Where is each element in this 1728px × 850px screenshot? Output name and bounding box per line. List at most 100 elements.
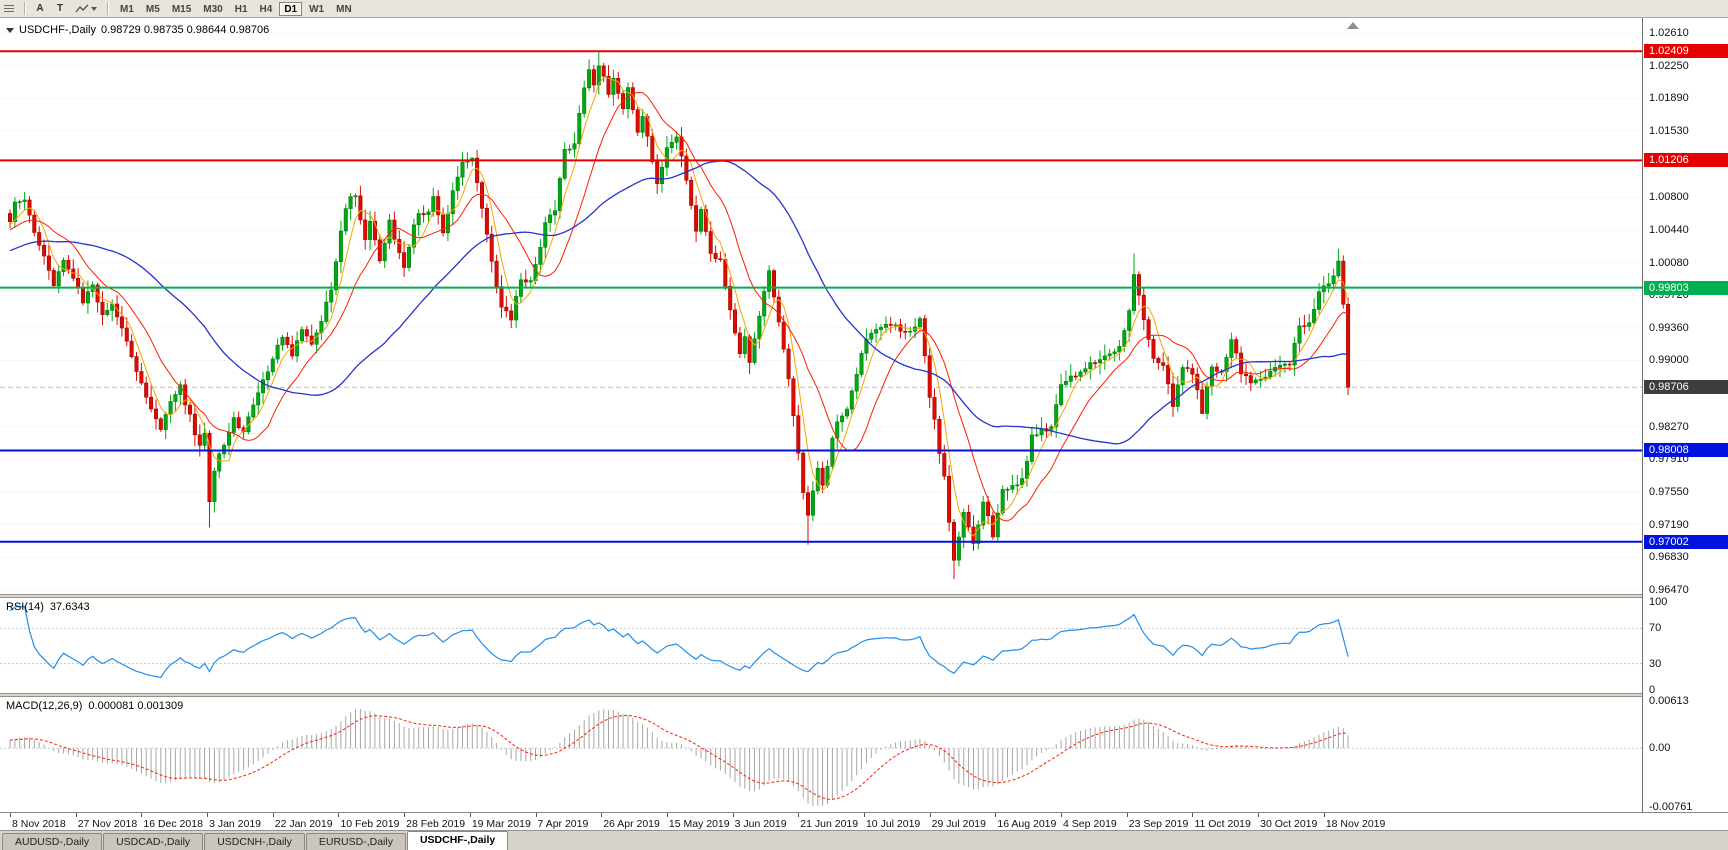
price-tick-label: 1.00800 — [1649, 191, 1689, 204]
time-tick — [1192, 813, 1194, 817]
timeframe-button-m1[interactable]: M1 — [120, 3, 134, 15]
time-tick — [1061, 813, 1063, 817]
chart-symbol-label: USDCHF-,Daily — [19, 24, 96, 36]
rsi-label: RSI(14) — [6, 601, 44, 613]
price-tick-label: 0.99000 — [1649, 354, 1689, 367]
grid-layer — [0, 32, 1642, 591]
macd-panel[interactable]: MACD(12,26,9) 0.000081 0.001309 — [0, 697, 1642, 812]
macd-canvas[interactable] — [0, 697, 1642, 812]
date-label: 10 Jul 2019 — [865, 818, 921, 830]
price-tick-label: 1.02250 — [1649, 59, 1689, 72]
time-tick — [141, 813, 143, 817]
panel-splitter[interactable] — [0, 693, 1728, 697]
time-tick — [666, 813, 668, 817]
time-tick — [404, 813, 406, 817]
macd-scale-label: -0.00761 — [1649, 801, 1693, 813]
date-label: 19 Mar 2019 — [471, 818, 531, 830]
date-label: 23 Sep 2019 — [1128, 818, 1189, 830]
level-lines-layer[interactable] — [0, 50, 1642, 543]
zigzag-icon — [75, 4, 89, 12]
chart-header: USDCHF-,Daily 0.98729 0.98735 0.98644 0.… — [6, 24, 269, 36]
chart-tab-usdchf[interactable]: USDCHF-,Daily — [406, 831, 509, 850]
price-tick-label: 0.96830 — [1649, 551, 1689, 564]
shift-marker-icon[interactable] — [1347, 22, 1359, 29]
timeframe-button-m30[interactable]: M30 — [203, 3, 223, 15]
date-label: 16 Aug 2019 — [997, 818, 1057, 830]
rsi-canvas[interactable] — [0, 598, 1642, 693]
chart-tab-audusd[interactable]: AUDUSD-,Daily — [2, 833, 103, 850]
price-tick-label: 0.97550 — [1649, 486, 1689, 499]
date-label: 16 Dec 2018 — [143, 818, 203, 830]
rsi-value: 37.6343 — [49, 601, 90, 613]
line-studies-dropdown[interactable] — [71, 1, 101, 16]
time-tick — [272, 813, 274, 817]
macd-values: 0.000081 0.001309 — [88, 700, 184, 712]
price-tick-label: 1.00440 — [1649, 223, 1689, 236]
date-label: 21 Jun 2019 — [800, 818, 859, 830]
timeframe-button-d1[interactable]: D1 — [279, 1, 303, 16]
rsi-scale-label: 30 — [1649, 657, 1662, 670]
time-tick — [469, 813, 471, 817]
date-label: 30 Oct 2019 — [1260, 818, 1318, 830]
rsi-panel-label: RSI(14) 37.6343 — [6, 601, 96, 613]
ma-fast-line — [9, 76, 1349, 537]
time-tick — [863, 813, 865, 817]
time-tick — [1126, 813, 1128, 817]
timeframe-button-m15[interactable]: M15 — [171, 3, 192, 15]
panel-splitter[interactable] — [0, 594, 1728, 598]
date-label: 15 May 2019 — [668, 818, 730, 830]
time-tick — [207, 813, 209, 817]
date-label: 8 Nov 2018 — [12, 818, 66, 830]
main-chart-canvas[interactable] — [0, 18, 1642, 594]
toolbar-grip[interactable] — [4, 2, 18, 16]
chart-tab-bar: AUDUSD-,Daily USDCAD-,Daily USDCNH-,Daily E… — [0, 830, 1728, 850]
date-label: 26 Apr 2019 — [603, 818, 660, 830]
time-tick — [75, 813, 77, 817]
date-label: 3 Jan 2019 — [209, 818, 262, 830]
cursor-tool-button[interactable]: A — [36, 3, 44, 14]
macd-histogram — [9, 709, 1349, 807]
macd-scale-label: 0.00 — [1649, 742, 1671, 755]
time-tick — [1323, 813, 1325, 817]
timeframe-button-w1[interactable]: W1 — [309, 3, 325, 15]
date-label: 4 Sep 2019 — [1063, 818, 1117, 830]
rsi-panel[interactable]: RSI(14) 37.6343 — [0, 598, 1642, 693]
timeframe-button-mn[interactable]: MN — [336, 3, 352, 15]
price-tick-label: 1.01890 — [1649, 92, 1689, 105]
chart-tab-eurusd[interactable]: EURUSD-,Daily — [305, 833, 406, 850]
chart-ohlc-values: 0.98729 0.98735 0.98644 0.98706 — [101, 24, 270, 36]
price-tick-label: 1.02610 — [1649, 27, 1689, 39]
timeframe-buttons: M1 M5 M15 M30 H1 H4 D1 W1 MN — [114, 1, 358, 16]
macd-scale-label: 0.00613 — [1649, 695, 1689, 707]
main-chart-panel[interactable]: USDCHF-,Daily 0.98729 0.98735 0.98644 0.… — [0, 18, 1642, 594]
level-price-badge: 1.01206 — [1644, 153, 1728, 168]
price-tick-label: 0.97190 — [1649, 518, 1689, 531]
date-label: 29 Jul 2019 — [931, 818, 986, 830]
text-tool-button[interactable]: T — [56, 3, 64, 14]
timeframe-button-h4[interactable]: H4 — [259, 3, 273, 15]
timeframe-button-h1[interactable]: H1 — [234, 3, 248, 15]
symbol-dropdown-icon[interactable] — [6, 27, 14, 33]
date-label: 28 Feb 2019 — [406, 818, 466, 830]
date-label: 7 Apr 2019 — [537, 818, 589, 830]
rsi-scale-label: 70 — [1649, 622, 1662, 635]
current-price-badge: 0.98706 — [1644, 380, 1728, 395]
price-axis[interactable]: 1.02610 1.02250 1.01890 1.01530 1.00800 1.004… — [1642, 18, 1728, 813]
price-tick-label: 1.01530 — [1649, 124, 1689, 137]
toolbar-separator — [24, 2, 25, 15]
time-tick — [338, 813, 340, 817]
date-label: 10 Feb 2019 — [340, 818, 400, 830]
rsi-scale-label: 100 — [1649, 596, 1668, 608]
price-tick-label: 1.00080 — [1649, 256, 1689, 269]
chart-tab-usdcad[interactable]: USDCAD-,Daily — [103, 833, 204, 850]
level-price-badge: 0.98008 — [1644, 443, 1728, 458]
price-tick-label: 0.99360 — [1649, 321, 1689, 334]
time-tick — [798, 813, 800, 817]
candles-layer — [8, 51, 1351, 580]
level-price-badge: 0.99803 — [1644, 280, 1728, 295]
chart-tab-usdcnh[interactable]: USDCNH-,Daily — [204, 833, 305, 850]
time-axis[interactable]: 8 Nov 2018 27 Nov 2018 16 Dec 2018 3 Jan 20… — [0, 812, 1728, 830]
timeframe-button-m5[interactable]: M5 — [145, 3, 160, 15]
level-price-badge: 0.97002 — [1644, 534, 1728, 549]
